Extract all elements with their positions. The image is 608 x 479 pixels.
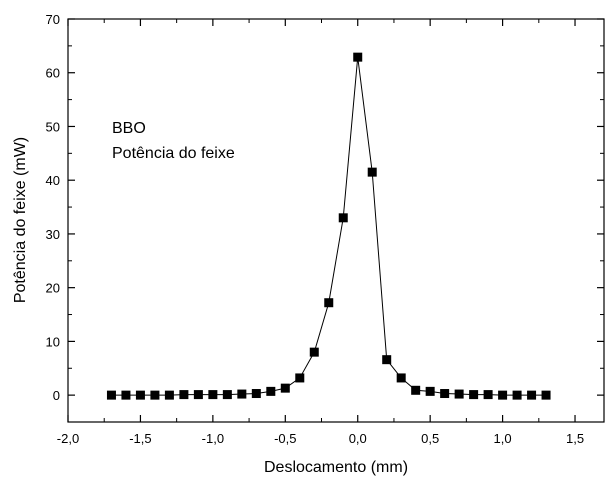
x-tick-label: -2,0: [57, 431, 79, 446]
y-tick-label: 60: [46, 66, 60, 81]
data-point: [440, 389, 450, 399]
x-tick-label: 0,0: [349, 431, 367, 446]
y-axis: 0 10 20 30 40 50 60 70: [46, 12, 604, 423]
data-point: [469, 390, 479, 400]
y-tick-label: 50: [46, 119, 60, 134]
data-point: [541, 390, 551, 400]
plot-frame: [67, 18, 605, 423]
data-point: [208, 390, 218, 400]
data-point: [222, 390, 232, 400]
data-point: [512, 390, 522, 400]
data-point: [367, 167, 377, 177]
data-point: [527, 390, 537, 400]
data-point: [164, 390, 174, 400]
x-axis: -2,0 -1,5 -1,0 -0,5 0,0 0,5 1,0 1,5: [57, 19, 584, 446]
data-point: [121, 390, 131, 400]
data-point: [411, 385, 421, 395]
annotation-sample: BBO: [112, 120, 146, 137]
data-point: [382, 355, 392, 365]
data-point: [498, 390, 508, 400]
data-point: [353, 52, 363, 62]
data-point: [425, 386, 435, 396]
data-point: [266, 386, 276, 396]
data-point: [106, 390, 116, 400]
x-tick-label: -0,5: [274, 431, 296, 446]
data-point: [338, 213, 348, 223]
y-tick-label: 0: [53, 388, 60, 403]
data-point: [396, 373, 406, 383]
data-point: [193, 390, 203, 400]
data-point: [237, 389, 247, 399]
y-tick-label: 20: [46, 281, 60, 296]
data-point: [324, 298, 334, 308]
data-point: [295, 373, 305, 383]
y-tick-label: 10: [46, 334, 60, 349]
data-point: [483, 390, 493, 400]
series-line: [111, 57, 547, 396]
data-point: [454, 389, 464, 399]
data-point: [309, 347, 319, 357]
x-tick-label: 1,5: [566, 431, 584, 446]
data-point: [179, 390, 189, 400]
data-point: [150, 390, 160, 400]
x-tick-label: 1,0: [494, 431, 512, 446]
x-tick-label: 0,5: [421, 431, 439, 446]
x-tick-label: -1,0: [202, 431, 224, 446]
data-point: [135, 390, 145, 400]
y-axis-label: Potência do feixe (mW): [12, 137, 29, 303]
y-tick-label: 70: [46, 12, 60, 27]
y-tick-label: 30: [46, 227, 60, 242]
series-layer: [106, 52, 551, 400]
x-axis-label: Deslocamento (mm): [264, 459, 408, 476]
y-tick-label: 40: [46, 173, 60, 188]
data-point: [251, 389, 261, 399]
x-tick-label: -1,5: [129, 431, 151, 446]
annotation-quantity: Potência do feixe: [112, 145, 235, 162]
data-point: [280, 383, 290, 393]
